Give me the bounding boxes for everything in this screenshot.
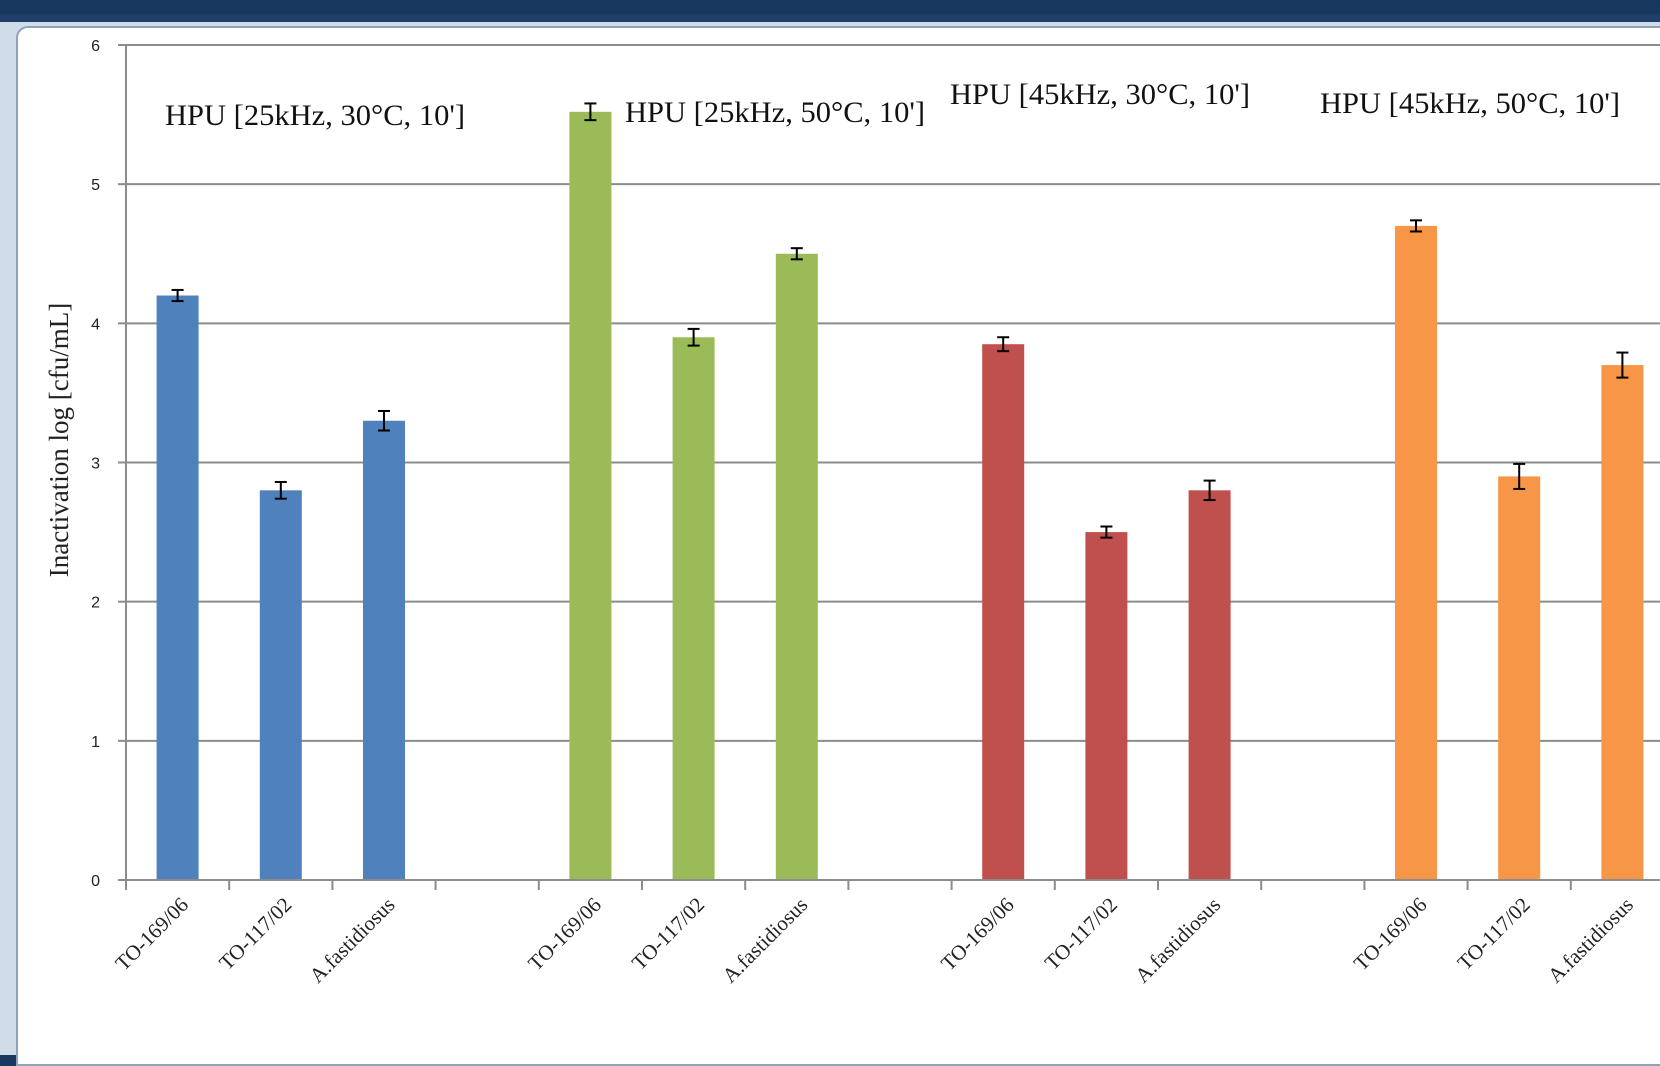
bar: [363, 420, 405, 880]
bars: [156, 102, 1644, 881]
category-label: TO-169/06: [110, 893, 193, 976]
y-tick-label: 4: [91, 316, 100, 333]
group-label: HPU [25kHz, 50°C, 10']: [625, 96, 925, 129]
category-label: TO-169/06: [1349, 893, 1432, 976]
group-label: HPU [45kHz, 30°C, 10']: [950, 78, 1250, 111]
category-label: TO-169/06: [523, 893, 606, 976]
y-tick-label: 6: [91, 38, 100, 55]
bar: [569, 111, 612, 881]
y-tick-label: 0: [91, 873, 100, 890]
y-tick-label: 2: [91, 595, 100, 612]
bar: [156, 295, 199, 880]
category-label: A.fastidiosus: [717, 893, 812, 988]
category-label: A.fastidiosus: [305, 893, 400, 988]
bar: [1188, 490, 1231, 880]
category-label: TO-117/02: [1453, 893, 1535, 975]
bar: [1085, 532, 1128, 880]
window-top-bar: [0, 14, 1660, 22]
bar: [982, 344, 1025, 880]
category-label: TO-117/02: [627, 893, 709, 975]
group-label: HPU [45kHz, 50°C, 10']: [1320, 87, 1620, 120]
category-label: TO-117/02: [1040, 893, 1122, 975]
bar: [259, 490, 302, 880]
bar: [672, 337, 715, 880]
bar: [775, 253, 818, 880]
y-tick-label: 5: [91, 177, 100, 194]
bar: [1498, 476, 1541, 880]
axes: [118, 44, 1660, 890]
category-label: TO-169/06: [936, 893, 1019, 976]
y-axis-title: Inactivation log [cfu/mL]: [44, 303, 74, 577]
y-tick-label: 1: [91, 734, 100, 751]
y-tick-label: 3: [91, 456, 100, 473]
bar: [1601, 365, 1644, 880]
category-label: A.fastidiosus: [1543, 893, 1638, 988]
bar: [1395, 225, 1437, 880]
group-label: HPU [25kHz, 30°C, 10']: [165, 99, 465, 132]
category-label: A.fastidiosus: [1130, 893, 1225, 988]
category-label: TO-117/02: [214, 893, 296, 975]
